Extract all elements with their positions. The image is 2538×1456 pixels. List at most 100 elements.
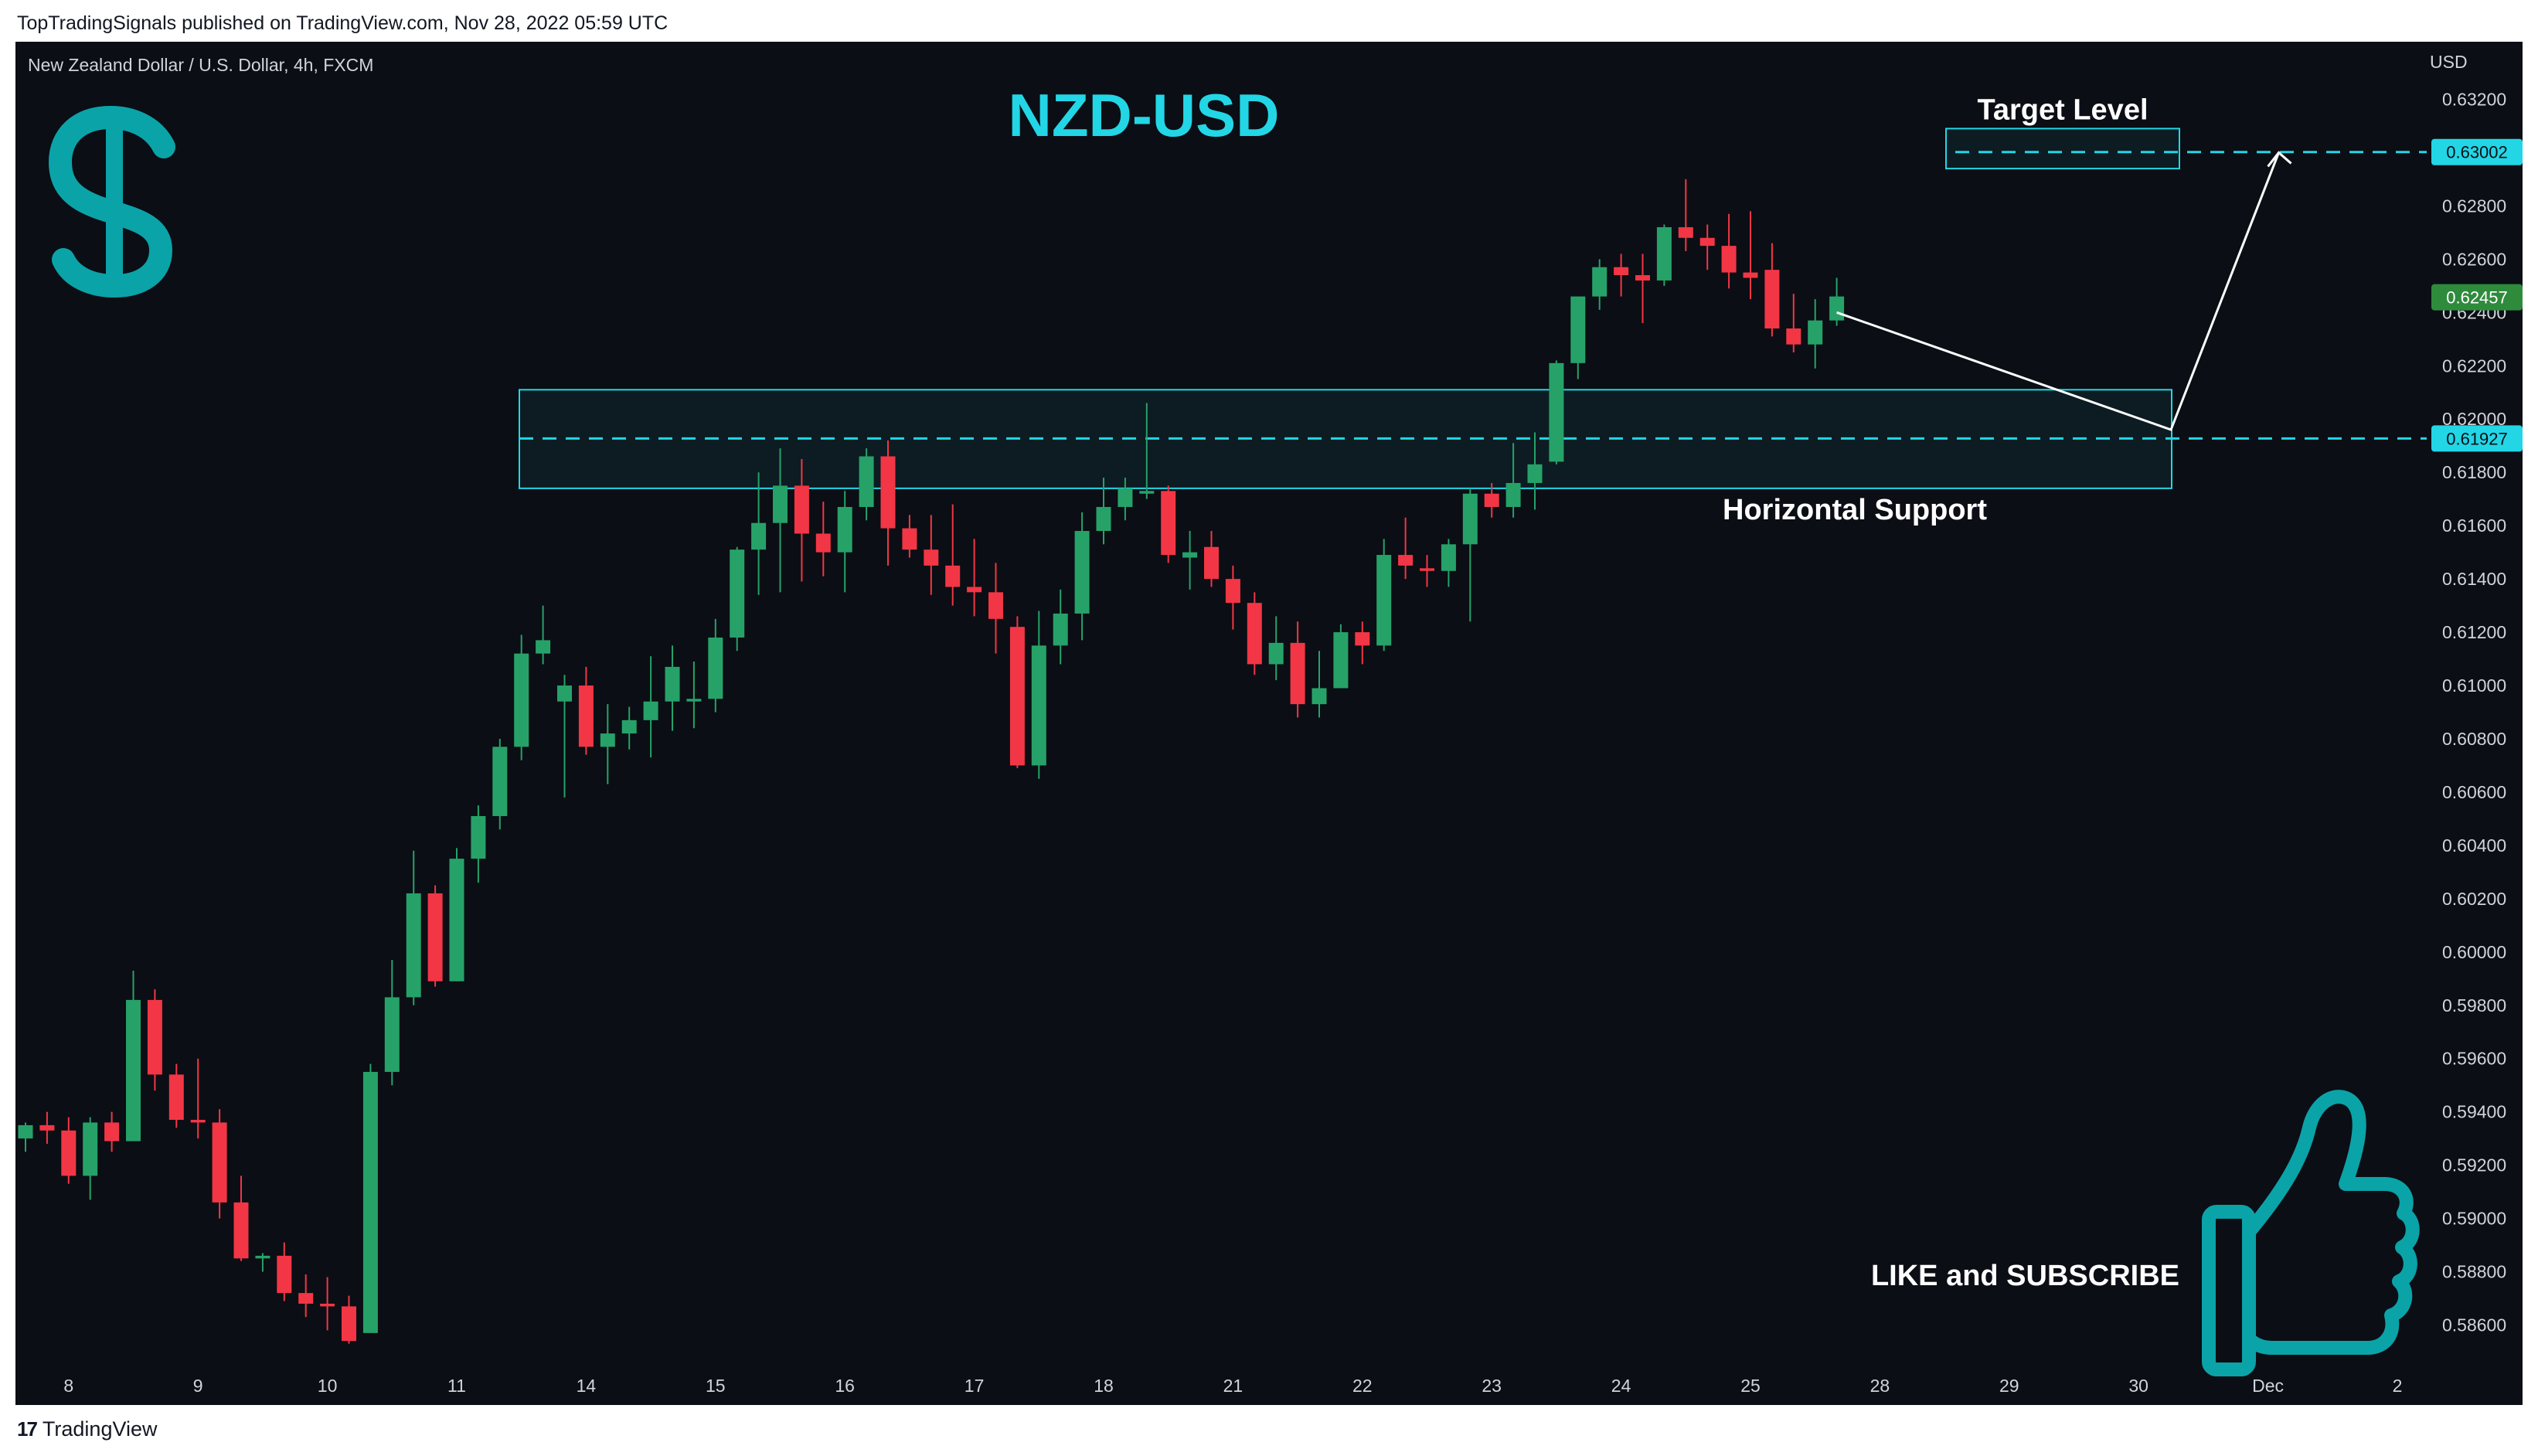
candle[interactable]: [1312, 651, 1327, 718]
candle[interactable]: [406, 850, 421, 1005]
candle[interactable]: [621, 706, 637, 750]
candle[interactable]: [126, 970, 141, 1141]
y-tick-label: 0.60600: [2442, 782, 2506, 802]
candle[interactable]: [837, 491, 852, 593]
candle[interactable]: [1656, 224, 1672, 286]
candle[interactable]: [277, 1242, 292, 1301]
candle[interactable]: [342, 1295, 356, 1344]
candle[interactable]: [686, 661, 702, 729]
candle[interactable]: [536, 605, 551, 665]
candle[interactable]: [514, 634, 529, 760]
candle[interactable]: [708, 618, 723, 713]
candle[interactable]: [643, 656, 658, 758]
candle[interactable]: [362, 1063, 378, 1333]
candle[interactable]: [859, 448, 874, 521]
candle[interactable]: [83, 1117, 98, 1200]
candle[interactable]: [1549, 360, 1564, 464]
candle[interactable]: [384, 960, 400, 1086]
candle[interactable]: [1139, 403, 1155, 499]
candlestick-chart[interactable]: New Zealand Dollar / U.S. Dollar, 4h, FX…: [15, 42, 2523, 1405]
candle[interactable]: [1268, 616, 1284, 681]
candle[interactable]: [1420, 555, 1434, 587]
candle[interactable]: [1527, 432, 1543, 510]
candle-body: [1721, 246, 1737, 273]
candle[interactable]: [902, 515, 917, 558]
candle[interactable]: [255, 1253, 270, 1272]
candle[interactable]: [147, 989, 162, 1091]
candle[interactable]: [104, 1111, 120, 1152]
candle[interactable]: [1225, 565, 1240, 630]
candle[interactable]: [1204, 531, 1219, 587]
candle-body: [39, 1124, 55, 1131]
candle-body: [1398, 555, 1414, 566]
candle[interactable]: [600, 704, 615, 784]
candle[interactable]: [557, 675, 572, 798]
candle[interactable]: [1764, 243, 1780, 337]
candle[interactable]: [61, 1117, 77, 1184]
candle[interactable]: [1053, 589, 1068, 665]
candle[interactable]: [471, 805, 486, 883]
candle[interactable]: [492, 738, 508, 830]
candle[interactable]: [1635, 253, 1650, 324]
candle[interactable]: [1355, 621, 1370, 665]
candle[interactable]: [168, 1063, 184, 1128]
candle[interactable]: [794, 458, 809, 582]
candle[interactable]: [1743, 211, 1758, 300]
candle[interactable]: [18, 1122, 33, 1152]
candle-body: [924, 549, 939, 566]
candle[interactable]: [1161, 485, 1176, 563]
candle[interactable]: [988, 563, 1003, 654]
candle[interactable]: [427, 885, 443, 987]
candle-body: [1333, 632, 1349, 689]
candle[interactable]: [1247, 592, 1262, 675]
candle[interactable]: [967, 539, 982, 617]
candle[interactable]: [773, 448, 788, 593]
candle[interactable]: [1592, 259, 1608, 310]
candle[interactable]: [1786, 294, 1801, 353]
candle[interactable]: [945, 504, 961, 606]
candle[interactable]: [1808, 299, 1823, 369]
candle[interactable]: [233, 1175, 249, 1261]
candle[interactable]: [751, 472, 767, 595]
candle-body: [406, 893, 421, 998]
candle[interactable]: [1441, 539, 1456, 587]
tradingview-brand[interactable]: 17 TradingView: [17, 1417, 158, 1441]
candle[interactable]: [1484, 482, 1499, 518]
candle[interactable]: [1699, 224, 1715, 270]
candle[interactable]: [298, 1274, 314, 1318]
candle[interactable]: [1505, 443, 1521, 518]
candle[interactable]: [320, 1277, 335, 1331]
candle[interactable]: [1182, 531, 1198, 590]
x-tick-label: 14: [577, 1376, 597, 1396]
candle[interactable]: [1570, 296, 1586, 379]
candle[interactable]: [1678, 179, 1693, 252]
candle[interactable]: [1290, 621, 1305, 718]
candle[interactable]: [730, 546, 745, 651]
chart-panel[interactable]: New Zealand Dollar / U.S. Dollar, 4h, FX…: [15, 42, 2523, 1405]
candle[interactable]: [39, 1111, 55, 1145]
candle[interactable]: [1721, 213, 1737, 289]
candle[interactable]: [1074, 512, 1090, 641]
candle[interactable]: [815, 502, 831, 577]
candle[interactable]: [1333, 624, 1349, 689]
candle[interactable]: [924, 515, 939, 595]
candle[interactable]: [880, 440, 896, 566]
candle[interactable]: [1398, 517, 1414, 580]
candle[interactable]: [1118, 478, 1133, 521]
candle[interactable]: [1031, 611, 1046, 779]
projection-path[interactable]: [1836, 151, 2280, 431]
candle[interactable]: [665, 645, 680, 731]
candle[interactable]: [449, 848, 464, 981]
target-label: Target Level: [1977, 94, 2148, 126]
target-zone[interactable]: [1945, 128, 2180, 170]
x-tick-label: 29: [1999, 1376, 2019, 1396]
candle[interactable]: [190, 1058, 206, 1139]
candle[interactable]: [1829, 277, 1845, 326]
candle[interactable]: [1614, 253, 1629, 297]
candle[interactable]: [578, 666, 594, 755]
candle[interactable]: [1096, 478, 1111, 545]
candle[interactable]: [1009, 616, 1025, 768]
candle[interactable]: [212, 1109, 227, 1219]
candle[interactable]: [1462, 488, 1478, 622]
candle[interactable]: [1376, 539, 1392, 651]
